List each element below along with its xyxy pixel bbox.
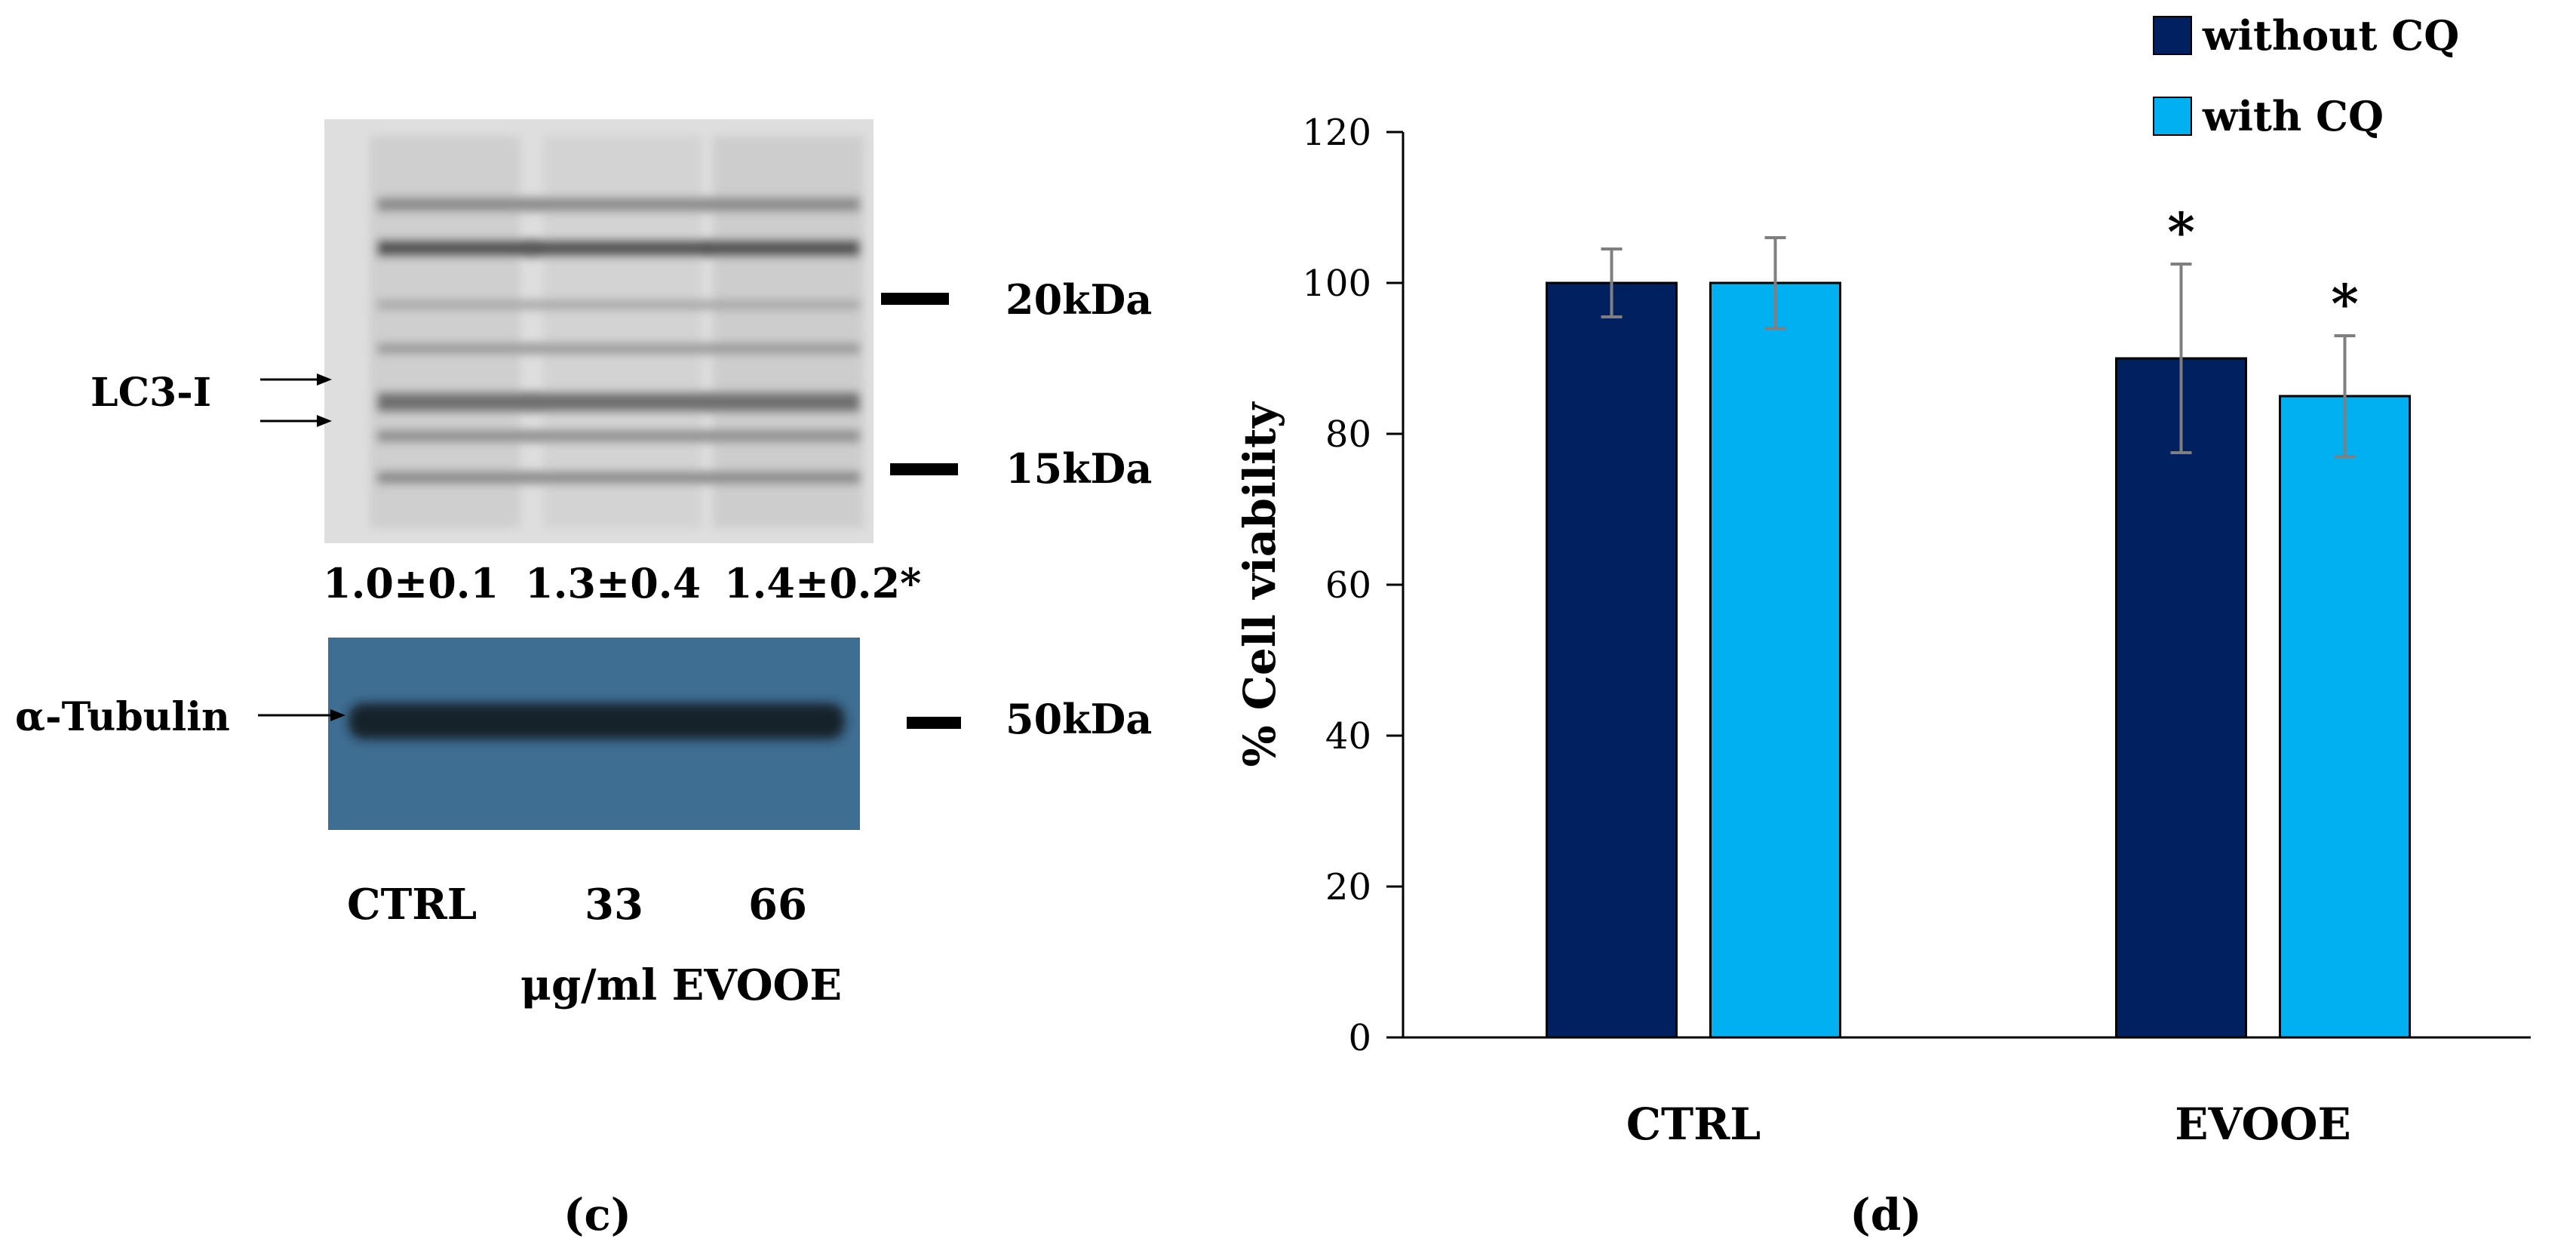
lc3-arrow-upper <box>260 373 332 386</box>
y-tick-label: 40 <box>1325 715 1371 758</box>
legend-label: with CQ <box>2202 92 2384 140</box>
treatment-label: μg/ml EVOOE <box>520 960 842 1010</box>
blot-band <box>377 392 860 412</box>
marker-15kda-label: 15kDa <box>1006 444 1152 493</box>
lc3-label: LC3-I <box>91 370 211 416</box>
lane-label-ctrl: CTRL <box>347 880 477 930</box>
significance-markers: ** <box>2167 201 2359 335</box>
y-tick-label: 80 <box>1325 413 1371 456</box>
blot-band <box>377 240 860 257</box>
tubulin-blot <box>328 638 860 830</box>
blot-band <box>377 430 860 442</box>
bar <box>2115 357 2247 1039</box>
panel-d-label: (d) <box>1850 1189 1921 1240</box>
significance-marker: * <box>2331 272 2359 335</box>
blot-band <box>377 300 860 309</box>
lc3-arrow-lower <box>260 415 332 427</box>
y-tick-label: 20 <box>1325 866 1371 908</box>
lane-smear <box>370 136 520 528</box>
y-tick-label: 120 <box>1302 112 1371 154</box>
lc3-blot-bands <box>370 136 864 528</box>
y-axis-label: % Cell viability <box>1234 401 1285 767</box>
quant-lane-3: 1.4±0.2* <box>724 559 921 607</box>
marker-dash-20kda <box>881 293 949 305</box>
lane-label-66: 66 <box>748 880 807 930</box>
lane-smear <box>543 136 702 528</box>
bar <box>2279 395 2411 1039</box>
legend-swatch <box>2153 16 2192 55</box>
panel-c: LC3-I α-Tubulin 20kDa 15kDa 50kDa 1.0±0.… <box>15 119 1152 1240</box>
y-ticks: 0 20 40 60 80 100 120 <box>1302 112 1403 1059</box>
quant-lane-1: 1.0±0.1 <box>323 559 499 607</box>
lane-label-33: 33 <box>585 880 643 930</box>
bars <box>1546 281 2411 1039</box>
marker-50kda-label: 50kDa <box>1006 695 1152 743</box>
bar <box>1546 281 1678 1039</box>
error-bars <box>1601 236 2356 458</box>
tubulin-arrow <box>258 709 345 721</box>
y-tick-label: 0 <box>1348 1017 1371 1059</box>
marker-20kda-label: 20kDa <box>1006 275 1152 324</box>
y-tick-label: 60 <box>1325 564 1371 607</box>
x-tick-label: EVOOE <box>2175 1099 2350 1150</box>
lane-smear <box>713 136 864 528</box>
blot-band <box>377 472 860 484</box>
panel-c-label: (c) <box>563 1189 631 1240</box>
tubulin-band <box>348 703 845 739</box>
tubulin-label: α-Tubulin <box>15 694 230 740</box>
bar <box>1709 281 1841 1039</box>
y-tick-label: 100 <box>1302 263 1371 305</box>
blot-band <box>377 343 860 354</box>
significance-marker: * <box>2167 201 2195 263</box>
legend: without CQ with CQ <box>2153 11 2459 140</box>
marker-dash-50kda <box>907 717 961 729</box>
legend-label: without CQ <box>2202 11 2459 60</box>
lc3-blot <box>324 119 874 543</box>
marker-dash-15kda <box>890 463 958 475</box>
x-tick-label: CTRL <box>1626 1099 1761 1150</box>
quant-lane-2: 1.3±0.4 <box>525 559 701 607</box>
legend-swatch <box>2153 97 2192 136</box>
blot-band <box>377 198 860 211</box>
x-tick-labels: CTRL EVOOE <box>1626 1099 2351 1150</box>
